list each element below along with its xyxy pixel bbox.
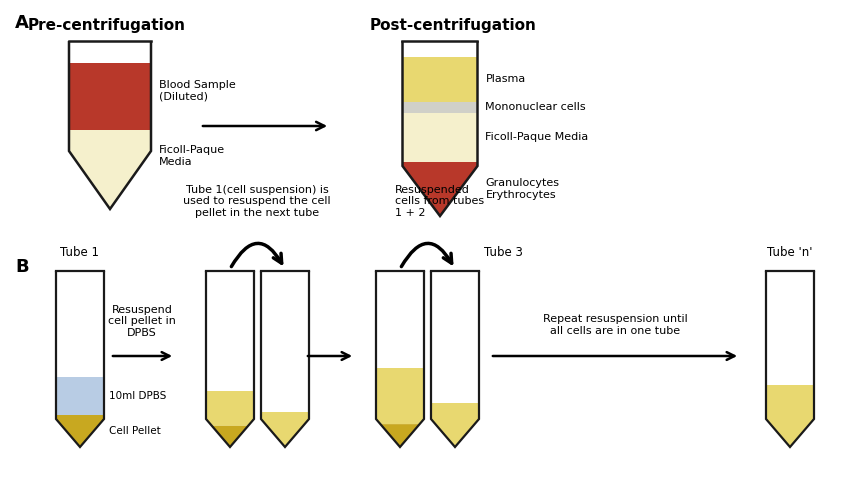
Polygon shape [69, 63, 151, 130]
Polygon shape [403, 166, 478, 216]
Polygon shape [206, 271, 254, 391]
Polygon shape [69, 41, 151, 63]
Text: Resuspend
cell pellet in
DPBS: Resuspend cell pellet in DPBS [108, 305, 176, 338]
Text: Mononuclear cells: Mononuclear cells [485, 103, 586, 112]
Polygon shape [206, 391, 254, 419]
Polygon shape [766, 271, 814, 385]
Polygon shape [381, 424, 420, 447]
Polygon shape [403, 41, 478, 57]
Polygon shape [403, 113, 478, 162]
Text: Tube 3: Tube 3 [484, 246, 523, 259]
Polygon shape [403, 162, 478, 166]
Polygon shape [69, 151, 151, 209]
Polygon shape [766, 385, 814, 419]
Polygon shape [261, 419, 309, 447]
Text: Granulocytes
Erythrocytes: Granulocytes Erythrocytes [485, 178, 559, 200]
Polygon shape [56, 416, 104, 419]
Text: Tube 'n': Tube 'n' [768, 246, 813, 259]
Polygon shape [431, 403, 479, 419]
Polygon shape [56, 419, 104, 447]
Text: Plasma: Plasma [485, 74, 526, 85]
Polygon shape [376, 419, 424, 424]
Polygon shape [69, 130, 151, 151]
Text: Ficoll-Paque Media: Ficoll-Paque Media [485, 132, 589, 142]
Text: Cell Pellet: Cell Pellet [109, 426, 161, 436]
Text: B: B [15, 258, 29, 276]
Polygon shape [206, 419, 254, 426]
Polygon shape [403, 57, 478, 102]
Text: Post-centrifugation: Post-centrifugation [370, 18, 537, 33]
Text: Blood Sample
(Diluted): Blood Sample (Diluted) [159, 80, 235, 102]
Text: Tube 1(cell suspension) is
used to resuspend the cell
pellet in the next tube: Tube 1(cell suspension) is used to resus… [184, 185, 331, 218]
Polygon shape [261, 271, 309, 412]
Text: Resuspended
cells from tubes
1 + 2: Resuspended cells from tubes 1 + 2 [395, 185, 484, 218]
Polygon shape [431, 419, 479, 447]
Polygon shape [261, 412, 309, 419]
Polygon shape [376, 368, 424, 419]
Text: Ficoll-Paque
Media: Ficoll-Paque Media [159, 145, 225, 167]
Polygon shape [56, 377, 104, 416]
Text: 10ml DPBS: 10ml DPBS [109, 391, 167, 401]
Polygon shape [56, 271, 104, 377]
Polygon shape [376, 271, 424, 368]
Text: A: A [15, 14, 29, 32]
Text: Pre-centrifugation: Pre-centrifugation [28, 18, 186, 33]
Text: Repeat resuspension until
all cells are in one tube: Repeat resuspension until all cells are … [542, 314, 688, 336]
Polygon shape [212, 426, 248, 447]
Polygon shape [766, 419, 814, 447]
Text: Tube 1: Tube 1 [60, 246, 99, 259]
Polygon shape [431, 271, 479, 403]
Polygon shape [403, 102, 478, 113]
